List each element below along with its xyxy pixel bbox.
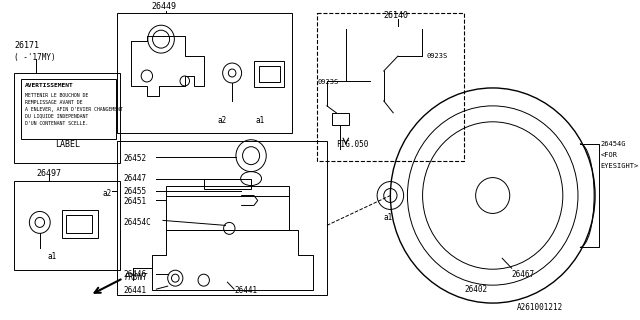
Text: AVERTISSEMENT: AVERTISSEMENT (24, 83, 74, 88)
Text: 26441: 26441 (234, 286, 257, 295)
Bar (332, 113, 349, 125)
Text: 26449: 26449 (152, 2, 177, 11)
Bar (14, 73, 120, 163)
Text: a2: a2 (218, 116, 227, 125)
Bar (116, 13, 292, 133)
Text: 26455: 26455 (123, 187, 147, 196)
Text: a1: a1 (384, 213, 393, 222)
Text: FRONT: FRONT (125, 273, 148, 282)
Bar (116, 141, 327, 295)
Text: 26454G: 26454G (601, 141, 626, 147)
Text: REMPLISSAGE AVANT DE: REMPLISSAGE AVANT DE (24, 100, 82, 105)
Text: METTENIR LE BOUCHON DE: METTENIR LE BOUCHON DE (24, 93, 88, 98)
Text: DU LIQUIDE INDEPENDANT: DU LIQUIDE INDEPENDANT (24, 114, 88, 119)
Bar (259, 66, 280, 82)
Text: FIG.050: FIG.050 (337, 140, 369, 149)
Text: 26402: 26402 (464, 285, 488, 294)
Text: <FOR: <FOR (601, 152, 618, 158)
Text: 0923S: 0923S (426, 53, 447, 59)
Text: A261001212: A261001212 (516, 303, 563, 312)
Bar (317, 13, 464, 161)
Text: 26441: 26441 (123, 286, 147, 295)
Bar (14, 180, 120, 270)
Text: 26171: 26171 (14, 41, 39, 50)
Text: 26451: 26451 (123, 197, 147, 206)
Text: A ENLEVER, AFIN D'EVIER CHANGEMENT: A ENLEVER, AFIN D'EVIER CHANGEMENT (24, 107, 122, 112)
Bar (254, 61, 284, 87)
Bar (61, 211, 97, 238)
Text: D'UN CONTENANT SCELLE.: D'UN CONTENANT SCELLE. (24, 121, 88, 126)
Text: LABEL: LABEL (55, 140, 80, 149)
Text: ( -'17MY): ( -'17MY) (14, 53, 56, 62)
Bar (204, 179, 251, 188)
Text: 26140: 26140 (384, 11, 409, 20)
Text: 0923S: 0923S (317, 79, 339, 85)
Bar (21, 79, 116, 139)
Text: 26446: 26446 (123, 270, 147, 279)
Text: EYESIGHT>: EYESIGHT> (601, 163, 639, 169)
Text: 26467: 26467 (511, 270, 535, 279)
Text: 26454C: 26454C (123, 219, 151, 228)
Text: 26452: 26452 (123, 154, 147, 163)
Text: a1: a1 (256, 116, 265, 125)
Bar (166, 186, 289, 230)
Text: 26497: 26497 (36, 169, 62, 178)
Text: a1: a1 (47, 252, 56, 261)
Text: 26447: 26447 (123, 173, 147, 183)
Bar (67, 215, 92, 233)
Text: a2: a2 (102, 188, 111, 197)
